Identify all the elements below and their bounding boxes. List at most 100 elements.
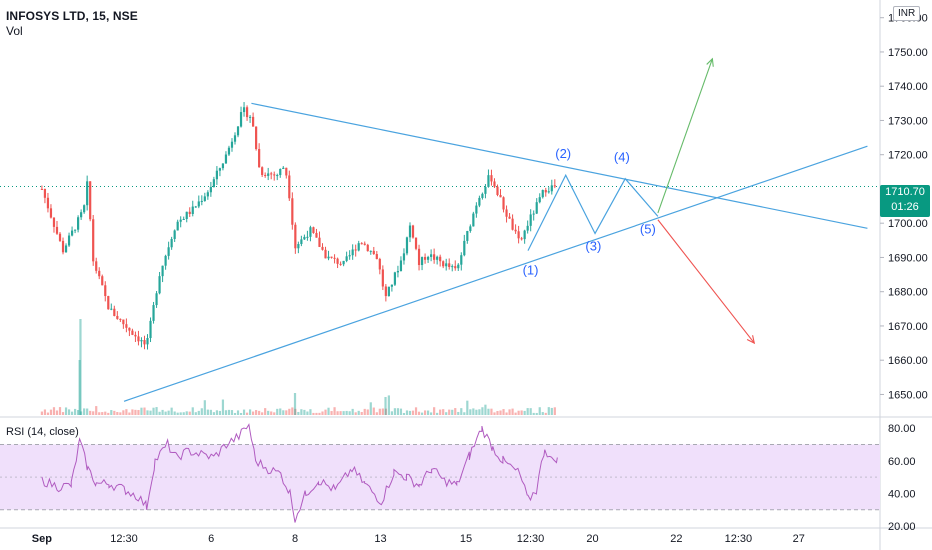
candle-body [475,205,478,214]
candle-body [469,226,472,232]
volume-bar [203,400,206,415]
candle-body [315,232,318,238]
candle-body [526,225,529,231]
volume-bar [224,410,228,415]
candle-body [363,243,366,245]
rsi-legend[interactable]: RSI (14, close) [6,426,79,438]
volume-bar [318,412,321,415]
candle-body [345,256,348,261]
volume-legend[interactable]: Vol [6,24,23,38]
candle-body [426,256,430,260]
candle-body [487,175,490,187]
volume-bar [191,407,194,415]
volume-bar [532,412,535,415]
volume-bar [119,412,122,415]
volume-bar [143,407,146,415]
candle-body [303,236,306,240]
price-tick-label: 1670.00 [888,321,928,333]
volume-bar [399,408,403,415]
volume-bar [239,412,243,415]
last-price-value: 1710.70 [885,186,925,198]
volume-bar [110,410,113,415]
candle-body [239,112,243,127]
volume-bar [327,407,330,415]
candle-body [423,257,427,260]
volume-spike [78,360,81,415]
volume-bar [158,411,161,415]
candle-body [285,167,288,176]
volume-bar [104,411,107,415]
volume-bar [511,408,514,415]
candle-body [448,263,451,268]
candle-body [131,330,134,335]
candle-body [372,250,375,255]
candle-body [405,237,409,254]
candle-body [445,263,448,267]
volume-bar [197,410,200,415]
candle-body [381,269,384,287]
symbol-title[interactable]: INFOSYS LTD, 15, NSE [6,9,138,23]
candle-body [143,340,146,345]
candle-body [203,196,206,201]
volume-bar [345,410,348,415]
candle-body [197,201,200,207]
volume-bar [107,412,110,415]
drawings: (1) (2) (3) (4) (5) [123,57,868,402]
candle-body [544,189,547,193]
volume-bar [294,408,297,415]
candle-body [279,169,282,176]
volume-bar [529,408,532,415]
candle-body [70,230,74,236]
volume-bar [230,410,234,415]
volume-bar [402,412,406,415]
candle-body [140,340,143,342]
volume-bar [475,409,478,415]
volume-bar [122,410,125,415]
candle-body [95,261,98,271]
volume-bar [309,409,312,415]
candle-body [40,188,44,190]
candle-body [436,256,439,260]
candle-body [61,240,65,253]
candle-body [481,193,484,198]
candle-body [535,202,538,214]
volume-spike [293,393,297,415]
volume-bar [40,411,44,415]
candle-body [351,249,354,256]
candle-body [155,293,158,306]
candle-body [92,219,95,262]
volume-bar [436,412,439,415]
upper-trendline [251,102,868,229]
volume-bar [188,411,191,415]
volume-bar [378,408,381,415]
candle-body [98,270,101,277]
volume-bar [236,410,240,415]
volume-bar [161,409,164,415]
volume-bar [357,410,360,415]
candle-body [306,236,309,238]
volume-bar [242,409,246,415]
volume-bar [270,411,273,415]
volume-bar [478,409,481,415]
candle-body [215,170,218,180]
time-tick-label: 12:30 [725,533,753,545]
candle-body [339,263,342,265]
candle-body [393,272,397,285]
time-tick-label: 13 [374,533,386,545]
volume-bar [526,408,529,415]
candle-body [375,254,378,260]
volume-bar [363,408,366,415]
candle-body [300,239,303,245]
candle-body [252,116,255,127]
volume-bar [206,409,209,415]
rsi-tick-label: 80.00 [888,423,916,435]
candle-body [191,206,194,214]
volume-bar [52,407,56,415]
candle-body [309,227,312,237]
volume-bar [502,409,505,415]
volume-bar [291,407,294,415]
candle-body [161,265,164,277]
candle-body [58,233,62,241]
currency-badge[interactable]: INR [893,6,921,21]
